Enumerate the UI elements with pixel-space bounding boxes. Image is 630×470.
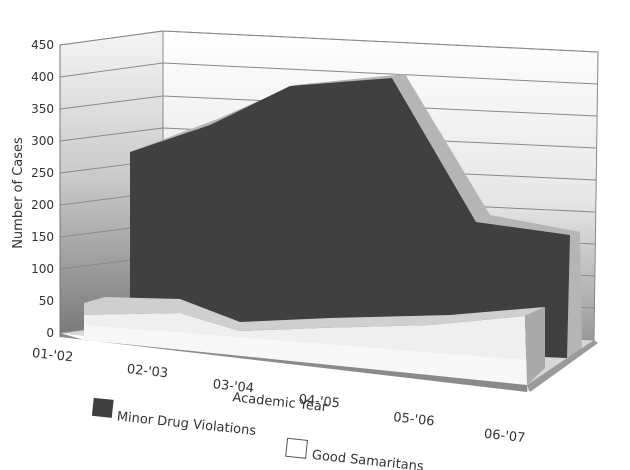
y-tick-0: 0 <box>46 326 54 340</box>
y-tick-250: 250 <box>31 166 54 180</box>
legend-label-minor-drug: Minor Drug Violations <box>116 409 257 439</box>
legend-label-good-samaritans: Good Samaritans <box>311 448 424 470</box>
x-axis: 01-'02 02-'03 03-'04 04-'05 05-'06 06-'0… <box>31 346 526 446</box>
series-minor-drug-violations <box>130 74 582 358</box>
x-tick-03-04: 03-'04 <box>212 377 255 396</box>
y-axis: 0 50 100 150 200 250 300 350 400 450 <box>31 38 61 340</box>
series-good-samaritans <box>84 297 545 385</box>
y-tick-400: 400 <box>31 70 54 84</box>
y-tick-350: 350 <box>31 102 54 116</box>
x-tick-06-07: 06-'07 <box>483 427 526 446</box>
y-tick-200: 200 <box>31 198 54 212</box>
y-axis-title: Number of Cases <box>11 137 26 249</box>
y-tick-300: 300 <box>31 134 54 148</box>
y-tick-50: 50 <box>39 294 54 308</box>
x-tick-05-06: 05-'06 <box>392 410 435 429</box>
y-tick-100: 100 <box>31 262 54 276</box>
y-tick-150: 150 <box>31 230 54 244</box>
x-tick-04-05: 04-'05 <box>298 392 341 411</box>
legend: Minor Drug Violations Good Samaritans <box>91 397 425 470</box>
y-tick-450: 450 <box>31 38 54 52</box>
x-tick-02-03: 02-'03 <box>126 362 169 381</box>
legend-swatch-good-samaritans <box>285 437 309 459</box>
x-tick-01-02: 01-'02 <box>31 346 74 365</box>
legend-swatch-minor-drug <box>91 397 114 418</box>
floor-edge <box>60 333 527 392</box>
